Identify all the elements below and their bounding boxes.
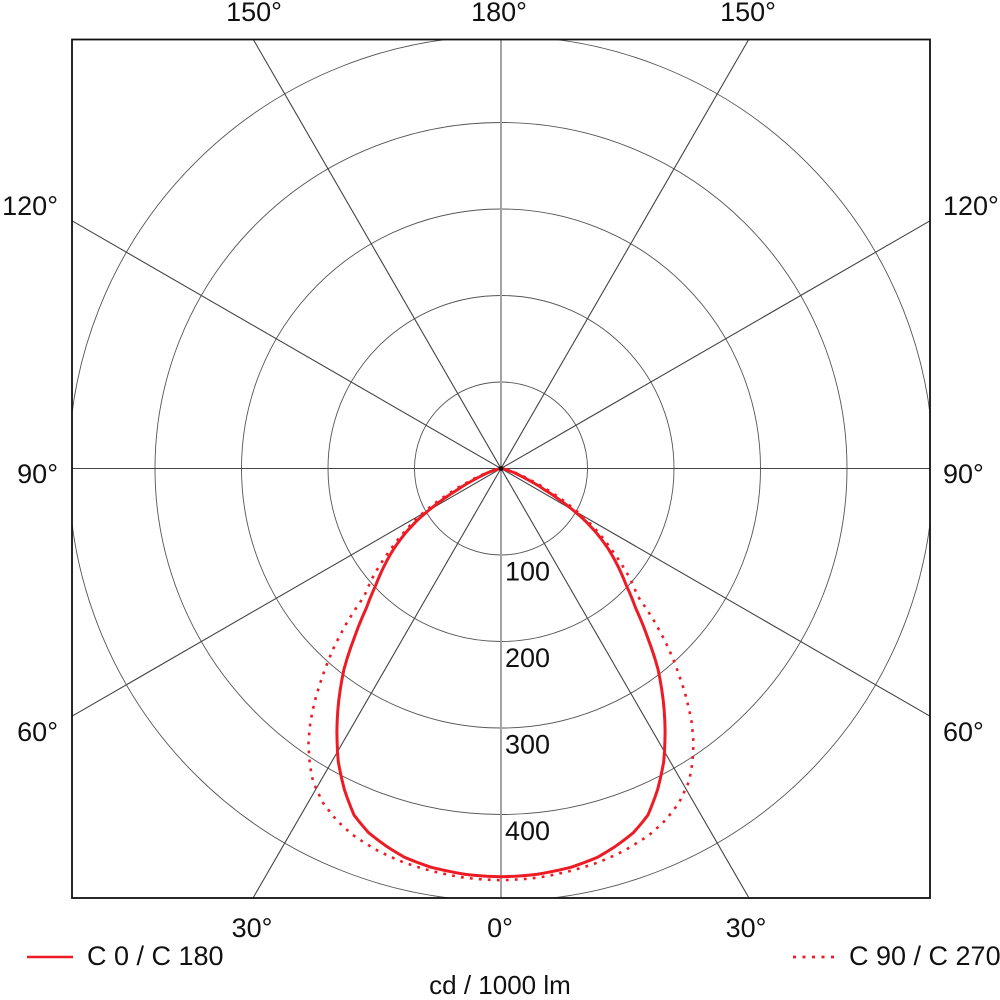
angle-label-left-120°: 120° bbox=[2, 191, 58, 221]
solid-line-swatch bbox=[27, 955, 73, 958]
legend-c0-c180: C 0 / C 180 bbox=[26, 941, 224, 972]
ring-label-400: 400 bbox=[505, 816, 550, 846]
angle-label-right-90°: 90° bbox=[943, 459, 984, 489]
ring-label-100: 100 bbox=[505, 557, 550, 587]
angle-label-left-60°: 60° bbox=[17, 717, 58, 747]
curve-c90c270 bbox=[307, 467, 695, 882]
angle-label-bottom-0°: 0° bbox=[487, 913, 513, 943]
polar-center-dot bbox=[498, 466, 504, 471]
dotted-line-swatch bbox=[793, 955, 835, 958]
ring-label-300: 300 bbox=[505, 730, 550, 760]
angle-label-top-150°: 150° bbox=[226, 0, 282, 27]
angle-label-left-90°: 90° bbox=[17, 459, 58, 489]
angle-label-top-180°: 180° bbox=[471, 0, 527, 27]
unit-label: cd / 1000 lm bbox=[429, 970, 571, 1000]
legend-label-c0-c180: C 0 / C 180 bbox=[87, 941, 224, 971]
angle-label-bottom-30°: 30° bbox=[726, 913, 767, 943]
plot-frame bbox=[71, 38, 931, 899]
legend-label-c90-c270: C 90 / C 270 bbox=[849, 941, 1000, 971]
ring-label-200: 200 bbox=[505, 643, 550, 673]
legend-c90-c270: C 90 / C 270 bbox=[792, 941, 1000, 972]
curve-c0c180 bbox=[335, 467, 667, 879]
angle-label-right-60°: 60° bbox=[943, 717, 984, 747]
angle-label-top-150°: 150° bbox=[720, 0, 776, 27]
angle-label-bottom-30°: 30° bbox=[232, 913, 273, 943]
angle-label-right-120°: 120° bbox=[943, 191, 999, 221]
